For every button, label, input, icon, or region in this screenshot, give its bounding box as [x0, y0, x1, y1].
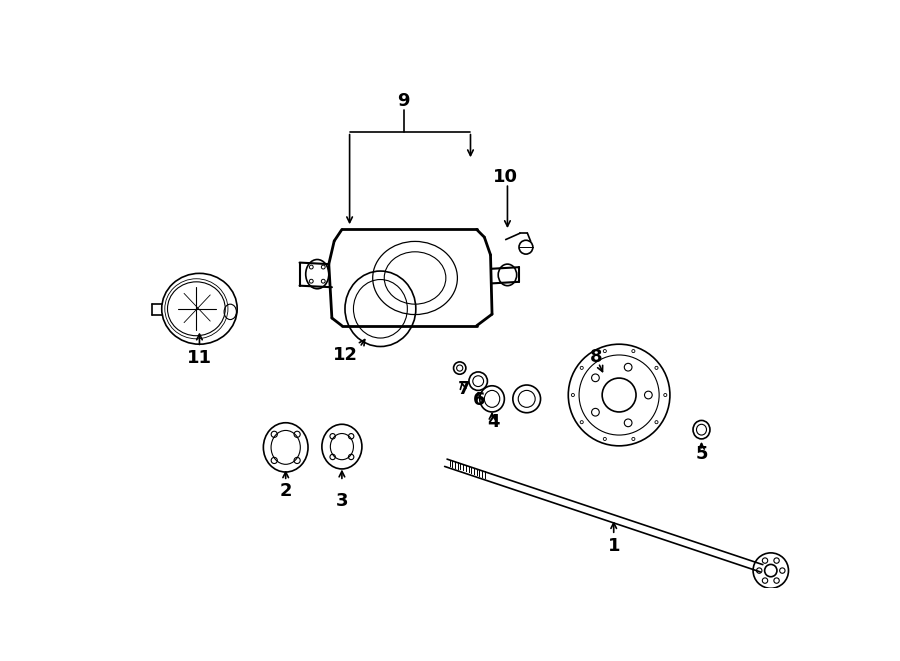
Text: 1: 1 — [608, 537, 620, 555]
Text: 12: 12 — [333, 346, 358, 364]
Text: 4: 4 — [487, 413, 500, 431]
Text: 3: 3 — [336, 492, 348, 510]
Text: 7: 7 — [457, 380, 470, 398]
Text: 11: 11 — [187, 349, 212, 367]
Text: 10: 10 — [493, 168, 518, 186]
Text: 8: 8 — [590, 348, 602, 366]
Text: 5: 5 — [696, 446, 708, 463]
Text: 2: 2 — [279, 483, 292, 500]
Text: 9: 9 — [397, 92, 410, 110]
Text: 6: 6 — [472, 391, 485, 408]
